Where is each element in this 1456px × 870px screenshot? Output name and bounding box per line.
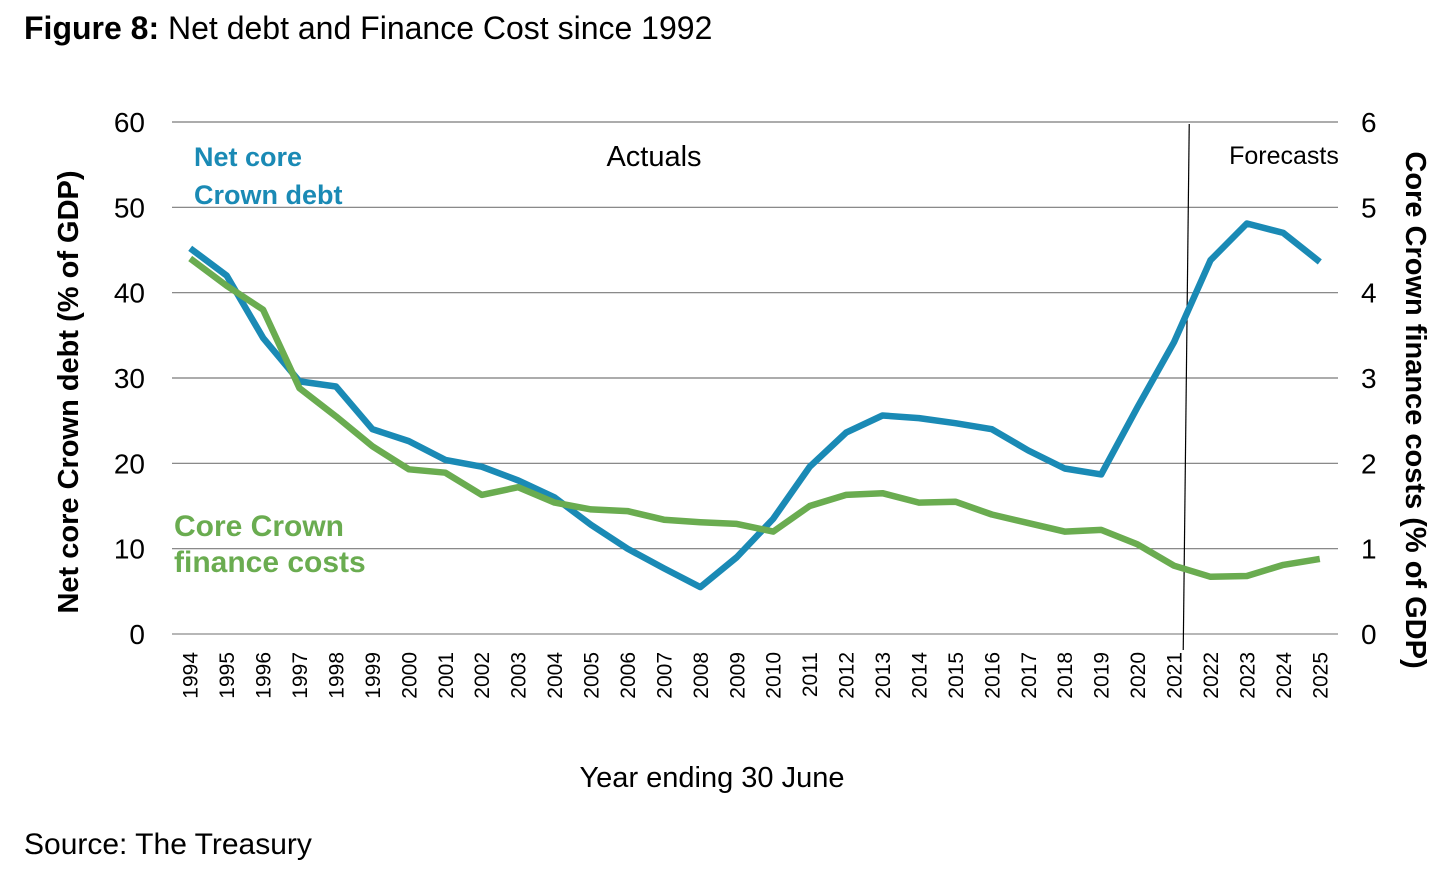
x-tick-label: 2016 — [981, 652, 1004, 699]
x-axis-ticks: 1994 1995 1996 1997 1998 1999 2000 2001 2002 2003… — [180, 652, 1333, 699]
y-tick-left: 30 — [114, 363, 145, 394]
series-label-net-debt: Crown debt — [194, 180, 343, 210]
y-tick-left: 50 — [114, 192, 145, 223]
x-tick-label: 1998 — [325, 652, 348, 699]
x-tick-label: 2011 — [799, 652, 822, 697]
y-tick-left: 60 — [114, 107, 145, 138]
series-line-net-debt — [188, 220, 1322, 591]
x-tick-label: 2012 — [836, 652, 859, 699]
annotation-forecasts: Forecasts — [1229, 142, 1339, 170]
x-tick-label: 2000 — [398, 652, 421, 699]
x-tick-label: 1996 — [253, 652, 276, 699]
x-tick-label: 2018 — [1054, 652, 1077, 699]
y-tick-right: 1 — [1361, 534, 1377, 565]
y-axis-right-ticks: 0 1 2 3 4 5 6 — [1361, 107, 1377, 650]
x-tick-label: 2020 — [1127, 652, 1150, 699]
x-tick-label: 2007 — [653, 652, 676, 699]
x-tick-label: 1997 — [289, 652, 312, 699]
series-lines — [188, 220, 1322, 591]
x-tick-label: 2005 — [581, 652, 604, 699]
y-tick-right: 4 — [1361, 278, 1377, 309]
y-axis-left-ticks: 0 10 20 30 40 50 60 — [114, 107, 145, 650]
x-tick-label: 2021 — [1164, 652, 1187, 699]
series-label-net-debt: Net core — [194, 142, 302, 172]
y-axis-right-label: Core Crown finance costs (% of GDP) — [1399, 151, 1431, 668]
source-note: Source: The Treasury — [24, 828, 312, 861]
x-tick-label: 1995 — [216, 652, 239, 699]
series-line-finance-costs — [188, 255, 1321, 581]
x-tick-label: 2015 — [945, 652, 968, 699]
figure-label: Figure 8: — [24, 10, 160, 46]
series-label-finance-costs: finance costs — [174, 546, 366, 579]
y-tick-left: 0 — [129, 619, 145, 650]
x-tick-label: 2009 — [726, 652, 749, 699]
x-tick-label: 2014 — [908, 652, 931, 699]
annotation-actuals: Actuals — [606, 141, 701, 173]
y-tick-right: 2 — [1361, 448, 1377, 479]
forecast-divider — [1182, 123, 1190, 651]
y-axis-left-label: Net core Crown debt (% of GDP) — [53, 170, 85, 613]
y-tick-left: 20 — [114, 448, 145, 479]
y-tick-left: 40 — [114, 278, 145, 309]
x-tick-label: 2003 — [508, 652, 531, 699]
gridlines — [172, 121, 1338, 635]
x-tick-label: 2001 — [435, 652, 458, 699]
x-tick-label: 2010 — [763, 652, 786, 699]
x-tick-label: 2002 — [471, 652, 494, 699]
x-tick-label: 2025 — [1309, 652, 1332, 699]
y-tick-right: 0 — [1361, 619, 1377, 650]
x-axis-label: Year ending 30 June — [580, 762, 845, 794]
figure-title: Figure 8: Net debt and Finance Cost sinc… — [24, 10, 712, 47]
x-tick-label: 1999 — [362, 652, 385, 699]
x-tick-label: 2006 — [617, 652, 640, 699]
x-tick-label: 2008 — [690, 652, 713, 699]
x-tick-label: 2019 — [1091, 652, 1114, 699]
figure-title-text: Net debt and Finance Cost since 1992 — [168, 10, 713, 46]
x-tick-label: 2013 — [872, 652, 895, 699]
x-tick-label: 2023 — [1236, 652, 1259, 699]
x-tick-label: 2004 — [544, 652, 567, 699]
x-tick-label: 2022 — [1200, 652, 1223, 699]
series-label-finance-costs: Core Crown — [174, 510, 344, 543]
y-tick-right: 5 — [1361, 192, 1377, 223]
x-tick-label: 2017 — [1018, 652, 1041, 699]
y-tick-left: 10 — [114, 534, 145, 565]
x-tick-label: 2024 — [1273, 652, 1296, 699]
y-tick-right: 6 — [1361, 107, 1377, 138]
x-tick-label: 1994 — [180, 652, 203, 699]
y-tick-right: 3 — [1361, 363, 1377, 394]
